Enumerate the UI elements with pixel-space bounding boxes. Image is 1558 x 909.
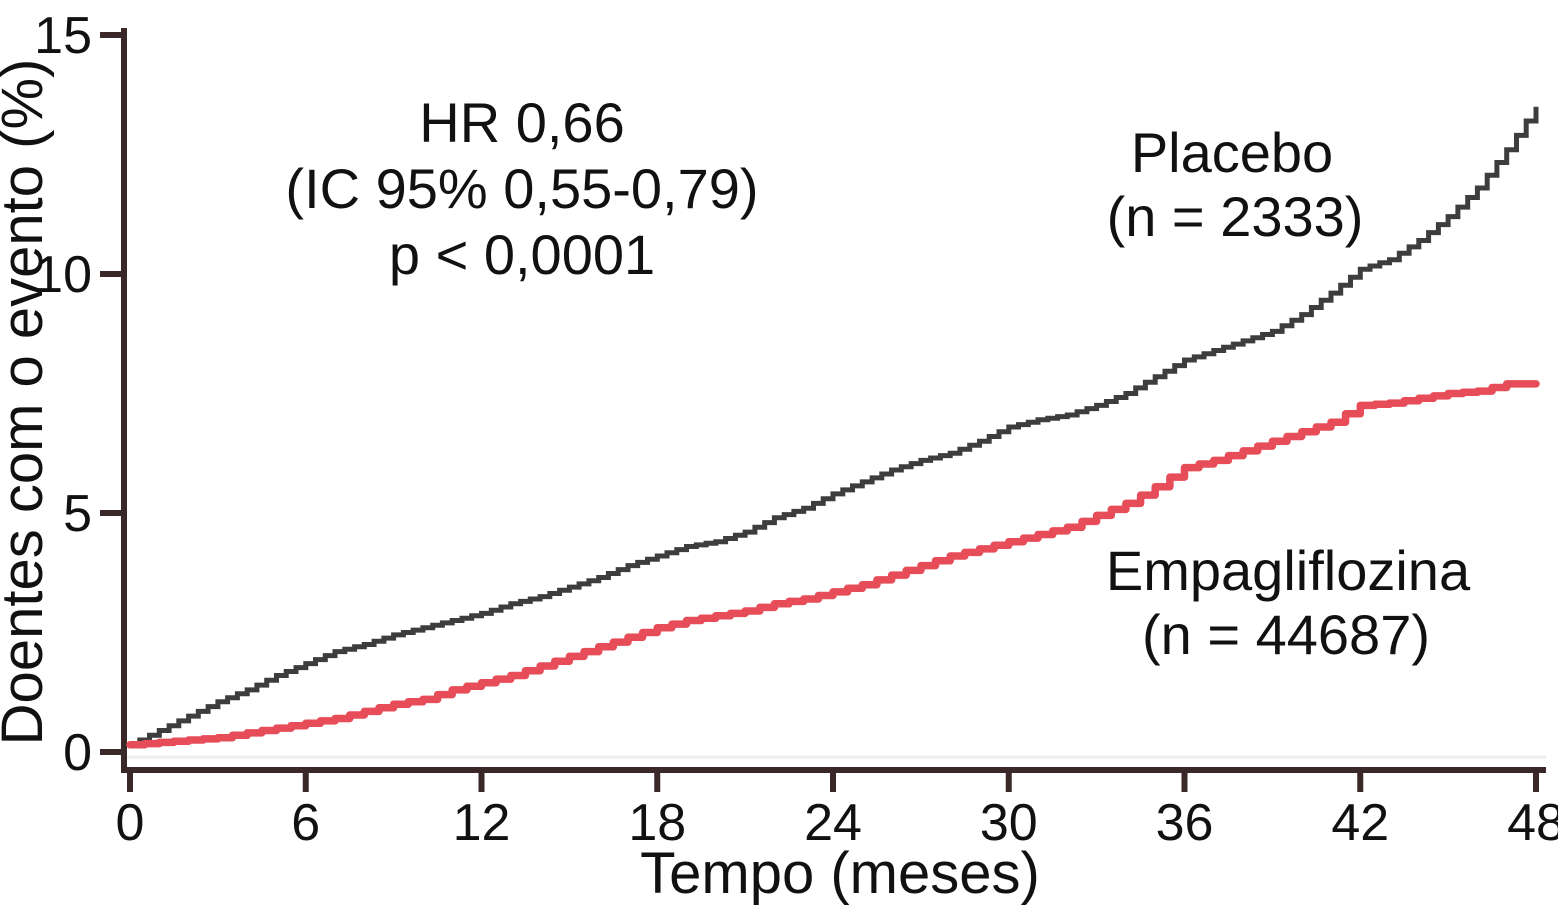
hr-annotation-line3: p < 0,0001 — [389, 223, 655, 286]
empagliflozina-label-name: Empagliflozina — [1106, 539, 1471, 602]
hr-annotation-line2: (IC 95% 0,55-0,79) — [285, 157, 758, 220]
y-tick-label: 15 — [34, 7, 92, 65]
x-tick-label: 42 — [1331, 794, 1389, 852]
x-axis-ticks: 0 6 12 18 24 30 36 42 48 — [116, 770, 1558, 852]
y-axis-title: Doentes com o evento (%) — [0, 59, 55, 746]
x-tick-label: 6 — [291, 794, 320, 852]
hr-annotation-line1: HR 0,66 — [419, 91, 624, 154]
x-tick-label: 30 — [980, 794, 1038, 852]
placebo-series-label: Placebo (n = 2333) — [1107, 121, 1364, 248]
placebo-label-n: (n = 2333) — [1107, 185, 1364, 248]
y-axis-ticks: 0 5 10 15 — [34, 7, 122, 782]
x-tick-label: 0 — [116, 794, 145, 852]
empagliflozina-label-n: (n = 44687) — [1142, 603, 1430, 666]
x-tick-label: 24 — [804, 794, 862, 852]
x-tick-label: 12 — [453, 794, 511, 852]
empagliflozina-series-label: Empagliflozina (n = 44687) — [1106, 539, 1471, 666]
y-tick-label: 10 — [34, 246, 92, 304]
x-tick-label: 36 — [1156, 794, 1214, 852]
hr-annotation: HR 0,66 (IC 95% 0,55-0,79) p < 0,0001 — [285, 91, 758, 286]
curves — [126, 106, 1540, 749]
placebo-label-name: Placebo — [1131, 121, 1333, 184]
placebo-curve — [130, 106, 1539, 748]
x-axis-title: Tempo (meses) — [640, 841, 1040, 906]
x-tick-label: 18 — [628, 794, 686, 852]
y-tick-label: 0 — [63, 724, 92, 782]
empagliflozina-curve — [126, 380, 1540, 749]
x-tick-label: 48 — [1507, 794, 1558, 852]
y-tick-label: 5 — [63, 485, 92, 543]
